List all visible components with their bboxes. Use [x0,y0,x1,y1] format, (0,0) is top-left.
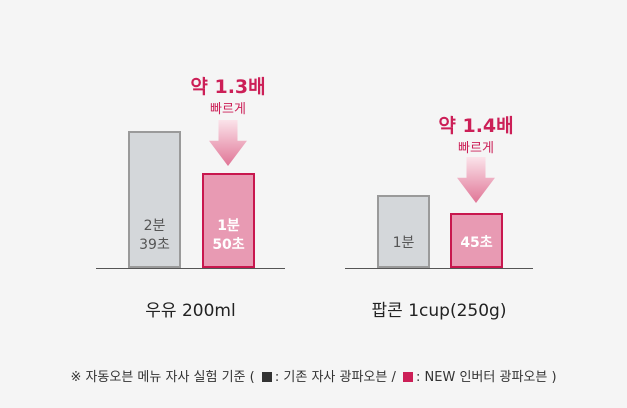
value-label: 1분 [392,235,415,251]
baseline [345,268,533,269]
bar [450,213,503,268]
arrow [457,157,495,203]
annotation-title: 약 1.4배 [438,115,514,137]
bar [377,194,430,268]
category-label: 우유 200ml [145,301,236,321]
annotation-subtitle: 빠르게 [210,102,246,117]
legend-label: NEW 인버터 광파오븐 [424,370,548,385]
footnote: ※ 자동오븐 메뉴 자사 실험 기준 ( : 기존 자사 광파오븐 / : NE… [0,366,627,385]
separator: : [274,370,280,385]
legend-swatch [403,372,414,382]
value-label: 45초 [460,235,493,251]
arrow [209,120,247,166]
baseline [96,268,285,269]
footnote-prefix: ※ 자동오븐 메뉴 자사 실험 기준 ( [70,370,255,385]
bar [202,173,255,268]
category-label: 팝콘 1cup(250g) [371,301,507,321]
divider: / [391,370,396,385]
footnote-suffix: ) [551,370,557,385]
value-label: 2분 39초 [139,218,170,253]
value-label: 1분 50초 [212,218,245,253]
annotation-title: 약 1.3배 [190,76,266,98]
separator: : [416,370,421,385]
legend-swatch [261,372,272,382]
legend-label: 기존 자사 광파오븐 [283,370,388,385]
annotation-subtitle: 빠르게 [458,141,494,156]
bar [128,130,181,268]
